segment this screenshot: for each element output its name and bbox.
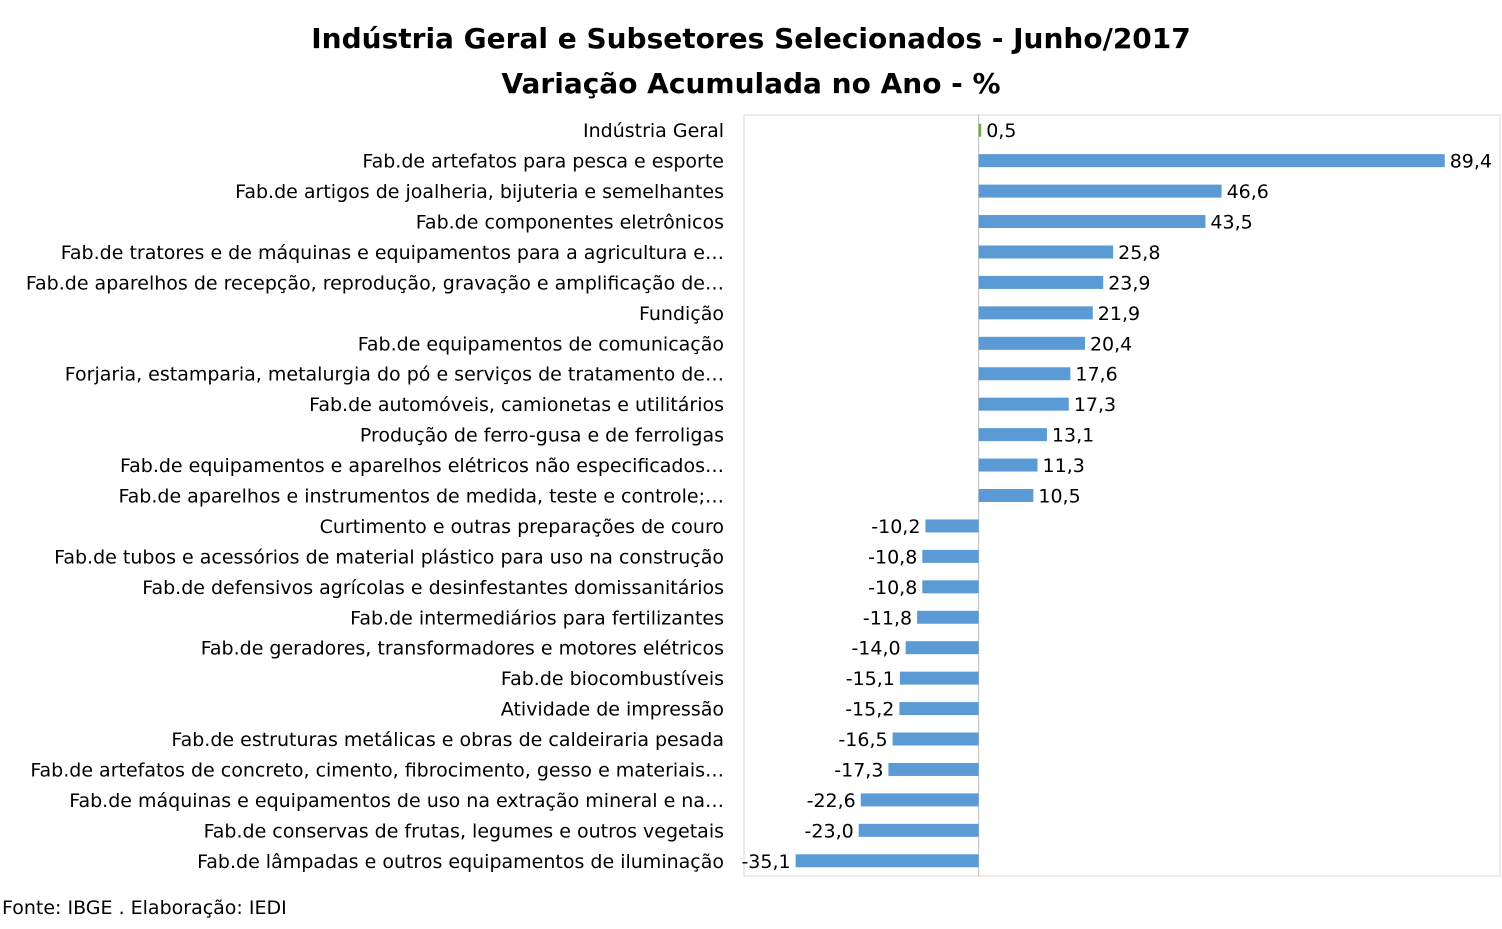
category-label: Fab.de componentes eletrônicos [416, 212, 724, 234]
category-label: Fab.de equipamentos e aparelhos elétrico… [120, 455, 724, 477]
category-label: Fab.de aparelhos de recepção, reprodução… [26, 272, 724, 294]
bar [888, 762, 979, 776]
bar [978, 123, 982, 137]
data-label: 13,1 [1052, 425, 1094, 447]
bar [978, 215, 1206, 229]
bar [860, 793, 979, 807]
category-label: Fab.de equipamentos de comunicação [358, 333, 724, 355]
data-label: 46,6 [1227, 181, 1269, 203]
category-label: Fab.de tratores e de máquinas e equipame… [61, 242, 724, 264]
bar [858, 823, 979, 837]
category-label: Fab.de artefatos de concreto, cimento, f… [30, 759, 724, 781]
bar [978, 306, 1093, 320]
data-label: -14,0 [851, 638, 900, 660]
category-label: Fab.de máquinas e equipamentos de uso na… [69, 790, 724, 812]
data-label: 89,4 [1450, 151, 1492, 173]
bar [978, 184, 1222, 198]
category-label: Fab.de geradores, transformadores e moto… [201, 638, 724, 660]
data-label: 20,4 [1090, 333, 1132, 355]
category-label: Fab.de intermediários para fertilizantes [350, 607, 724, 629]
data-label: -11,8 [863, 607, 912, 629]
bar [978, 428, 1047, 442]
bar [978, 275, 1104, 289]
bar [899, 671, 979, 685]
bar [917, 610, 979, 624]
bar [978, 154, 1445, 168]
data-label: 17,6 [1075, 364, 1117, 386]
data-label: -22,6 [807, 790, 856, 812]
bar [922, 549, 979, 563]
data-label: 25,8 [1118, 242, 1160, 264]
category-label: Fab.de aparelhos e instrumentos de medid… [118, 486, 724, 508]
data-label: -35,1 [741, 851, 790, 873]
bar [978, 458, 1038, 472]
source-note: Fonte: IBGE . Elaboração: IEDI [2, 897, 287, 919]
data-label: -23,0 [805, 820, 854, 842]
plot-area [743, 114, 1501, 877]
data-label: -15,1 [846, 668, 895, 690]
bar [795, 854, 979, 868]
bar [978, 397, 1069, 411]
bar [978, 367, 1071, 381]
chart-subtitle: Variação Acumulada no Ano - % [501, 67, 1001, 100]
data-label: 10,5 [1038, 486, 1080, 508]
data-label: -17,3 [834, 759, 883, 781]
chart-title: Indústria Geral e Subsetores Selecionado… [311, 22, 1191, 55]
bar [905, 641, 979, 655]
bar [978, 336, 1085, 350]
category-label: Fab.de tubos e acessórios de material pl… [54, 546, 724, 568]
category-label: Fab.de lâmpadas e outros equipamentos de… [197, 851, 724, 873]
category-label: Curtimento e outras preparações de couro [320, 516, 724, 538]
category-label: Fab.de estruturas metálicas e obras de c… [171, 729, 724, 751]
category-label: Fab.de automóveis, camionetas e utilitár… [309, 394, 724, 416]
data-label: 21,9 [1098, 303, 1140, 325]
category-label: Produção de ferro-gusa e de ferroligas [360, 425, 724, 447]
bar [978, 245, 1114, 259]
bar-chart: Indústria Geral 0,5 Fab.de artefatos para … [26, 114, 1501, 877]
data-label: 23,9 [1108, 272, 1150, 294]
category-label: Fab.de artefatos para pesca e esporte [362, 151, 724, 173]
data-label: 17,3 [1074, 394, 1116, 416]
category-label: Indústria Geral [583, 120, 724, 142]
data-label: -15,2 [845, 699, 894, 721]
category-label: Fab.de artigos de joalheria, bijuteria e… [235, 181, 724, 203]
category-label: Fab.de conservas de frutas, legumes e ou… [204, 820, 724, 842]
bar [925, 519, 979, 533]
bar [922, 580, 979, 594]
category-label: Forjaria, estamparia, metalurgia do pó e… [65, 364, 724, 386]
data-label: -10,2 [871, 516, 920, 538]
bar [892, 732, 979, 746]
data-label: 11,3 [1043, 455, 1085, 477]
bar [978, 489, 1034, 502]
data-label: -16,5 [838, 729, 887, 751]
bar [899, 702, 979, 716]
data-label: -10,8 [868, 577, 917, 599]
category-label: Fundição [639, 303, 724, 325]
data-label: 43,5 [1210, 212, 1252, 234]
category-label: Fab.de biocombustíveis [501, 668, 724, 690]
data-label: -10,8 [868, 546, 917, 568]
category-label: Atividade de impressão [501, 699, 724, 721]
category-label: Fab.de defensivos agrícolas e desinfesta… [142, 577, 724, 599]
data-label: 0,5 [986, 120, 1016, 142]
